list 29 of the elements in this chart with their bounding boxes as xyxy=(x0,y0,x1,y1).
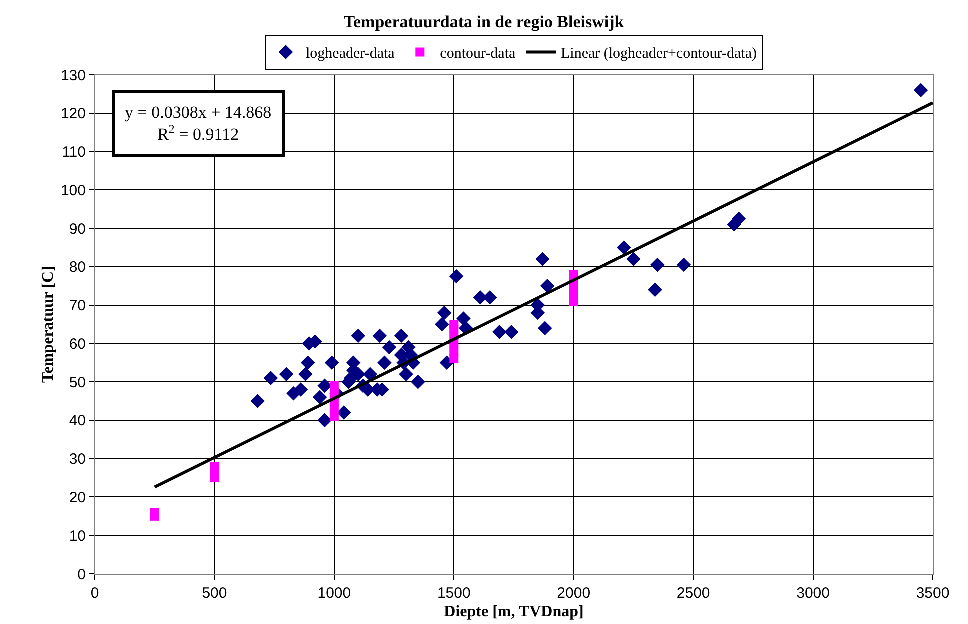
y-tick-label: 10 xyxy=(69,528,86,545)
x-tick-label: 1000 xyxy=(318,585,352,602)
x-tick-label: 3500 xyxy=(916,585,950,602)
y-tick-label: 20 xyxy=(69,489,86,506)
y-tick-label: 60 xyxy=(69,336,86,353)
y-tick-label: 100 xyxy=(60,182,86,200)
y-tick-label: 40 xyxy=(69,412,86,430)
x-tick-label: 1500 xyxy=(437,585,471,602)
x-tick-label: 3000 xyxy=(796,585,830,602)
x-tick-label: 2000 xyxy=(557,585,591,602)
y-axis-title: Temperatuur [C] xyxy=(40,266,57,383)
chart-title: Temperatuurdata in de regio Bleiswijk xyxy=(344,12,625,32)
y-tick-label: 80 xyxy=(69,259,86,276)
x-tick-label: 2500 xyxy=(676,585,710,602)
x-tick-label: 0 xyxy=(90,585,100,602)
y-tick-label: 90 xyxy=(69,220,86,238)
x-tick-label: 500 xyxy=(202,585,228,602)
annotation: y = 0.0308x + 14.868 R$^{2}$ = 0.9112 xyxy=(125,103,272,144)
y-tick-label: 130 xyxy=(60,67,86,84)
x-axis-title: Diepte [m, TVDnap] xyxy=(444,604,584,621)
y-tick-label: 120 xyxy=(60,106,86,123)
y-tick-label: 110 xyxy=(62,144,86,162)
legend-label: Linear (logheader+contour-data) xyxy=(560,46,757,62)
y-tick-label: 70 xyxy=(69,298,86,315)
y-tick-label: 30 xyxy=(69,451,86,468)
y-tick-label: 50 xyxy=(69,374,86,392)
y-tick-label: 0 xyxy=(78,566,86,584)
legend-label: logheader-data xyxy=(306,46,396,62)
legend-label: contour-data xyxy=(440,46,516,62)
